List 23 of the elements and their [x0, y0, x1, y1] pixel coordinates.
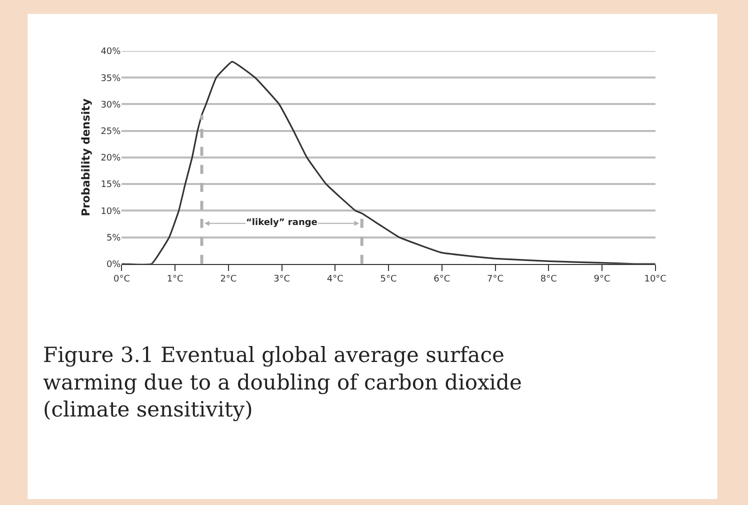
y-tick-label: 25%	[100, 126, 122, 137]
x-tick-label: 8°C	[540, 274, 557, 285]
ref-line-label: “likely” range	[246, 218, 318, 228]
caption: Figure 3.1 Eventual global average surface warming due to a doubling of carbon dioxide (climate sensitivity)	[43, 343, 522, 422]
y-tick-label: 0%	[106, 260, 122, 270]
x-tick-label: 7°C	[487, 274, 504, 285]
x-tick-label: 3°C	[274, 274, 290, 285]
y-axis-title: Probability density	[79, 98, 92, 216]
y-tick-label: 35%	[100, 74, 122, 84]
y-tick-label: 40%	[100, 47, 122, 58]
x-tick-label: 4°C	[326, 274, 344, 285]
y-tick-label: 30%	[100, 100, 122, 110]
x-tick-label: 10°C	[644, 274, 666, 285]
y-tick-label: 5%	[106, 233, 122, 244]
x-tick-label: 5°C	[380, 274, 397, 285]
x-tick-label: 9°C	[594, 274, 610, 285]
x-tick-label: 6°C	[434, 274, 450, 285]
x-tick-label: 0°C	[113, 274, 130, 285]
x-tick-label: 1°C	[166, 274, 184, 285]
x-tick-label: 2°C	[220, 274, 237, 285]
y-tick-label: 10%	[100, 206, 122, 217]
y-tick-label: 20%	[100, 154, 122, 164]
y-tick-label: 15%	[100, 180, 122, 190]
